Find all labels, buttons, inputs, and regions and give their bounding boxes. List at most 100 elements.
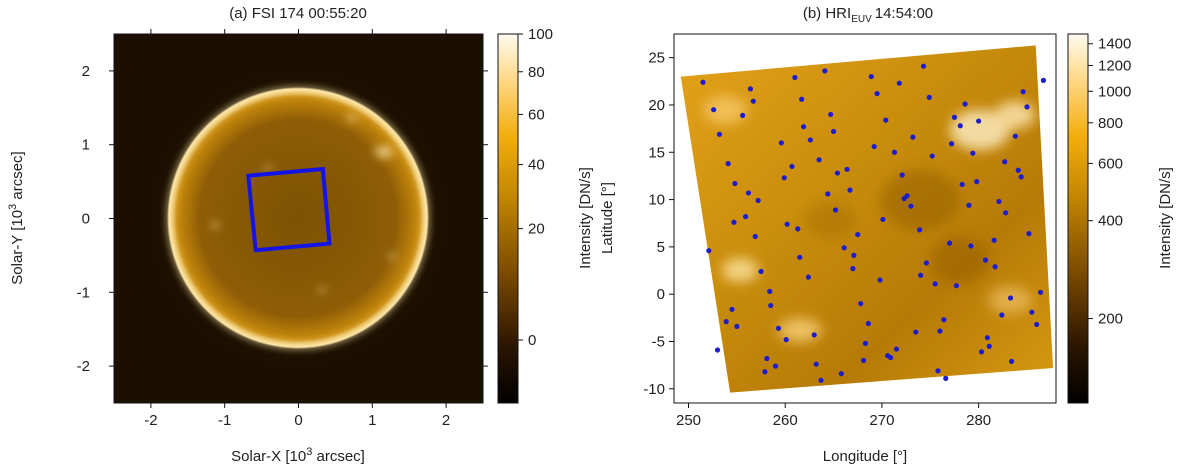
event-point bbox=[768, 302, 774, 309]
event-point bbox=[920, 63, 927, 69]
panel-b-ytick-label: -10 bbox=[643, 381, 665, 398]
event-point bbox=[795, 226, 801, 232]
panel-b-title-subscript: EUV bbox=[851, 14, 872, 25]
event-point bbox=[948, 141, 955, 147]
event-point bbox=[962, 101, 968, 107]
event-point bbox=[901, 196, 907, 202]
event-point bbox=[959, 181, 965, 188]
event-point bbox=[725, 161, 731, 167]
panel-b-ytick-label: 5 bbox=[657, 239, 665, 256]
event-point bbox=[716, 131, 723, 137]
panel-b-title-time: 14:54:00 bbox=[875, 5, 933, 22]
event-point bbox=[813, 361, 819, 367]
event-point bbox=[841, 245, 847, 251]
event-point bbox=[992, 264, 998, 270]
event-point bbox=[877, 277, 883, 283]
event-point bbox=[929, 153, 935, 159]
event-point bbox=[784, 221, 790, 227]
event-point bbox=[781, 175, 787, 181]
panel-b-colorbar-tick-label: 1400 bbox=[1098, 36, 1131, 53]
panel-b-colorbar-tick-label: 600 bbox=[1098, 155, 1123, 172]
event-point bbox=[844, 166, 850, 172]
panel-b-image bbox=[680, 45, 1054, 393]
event-point bbox=[792, 74, 798, 81]
event-point bbox=[1020, 89, 1026, 95]
event-point bbox=[871, 143, 877, 150]
event-point bbox=[855, 231, 861, 238]
event-point bbox=[847, 187, 853, 193]
panel-a-y-ticks: -2 -1 0 1 2 bbox=[77, 63, 488, 375]
event-point bbox=[732, 180, 738, 187]
panel-a-colorbar-ticks: 0 20 40 60 80 100 bbox=[518, 26, 553, 349]
event-point bbox=[923, 260, 930, 266]
event-point bbox=[1037, 289, 1044, 295]
panel-b-xlabel: Longitude [°] bbox=[823, 448, 907, 465]
event-point bbox=[742, 214, 749, 220]
panel-b-frame bbox=[673, 33, 1057, 404]
event-point bbox=[913, 329, 919, 335]
event-point bbox=[984, 335, 990, 341]
panel-b-title-main: (b) HRI bbox=[803, 5, 851, 22]
event-point bbox=[740, 112, 746, 118]
panel-a-xtick-label: 2 bbox=[442, 412, 450, 429]
event-point bbox=[893, 346, 900, 352]
event-point bbox=[797, 254, 803, 260]
panel-b-colorbar-tick-label: 800 bbox=[1098, 115, 1123, 132]
panel-b-ytick-label: 25 bbox=[648, 50, 665, 67]
event-point bbox=[891, 149, 898, 155]
event-point bbox=[1029, 309, 1035, 315]
panel-a-xtick-label: 1 bbox=[368, 412, 376, 429]
event-point bbox=[762, 369, 768, 375]
event-point bbox=[951, 114, 958, 120]
panel-b-colorbar-label: Intensity [DN/s] bbox=[1157, 167, 1174, 269]
event-point bbox=[935, 368, 941, 374]
event-point bbox=[1002, 159, 1008, 165]
panel-b-colorbar-tick-label: 400 bbox=[1098, 213, 1123, 230]
panel-a-xtick-label: 0 bbox=[294, 412, 302, 429]
panel-b-ylabel: Latitude [°] bbox=[599, 182, 616, 254]
panel-a-colorbar-label: Intensity [DN/s] bbox=[577, 167, 594, 269]
panel-b-ytick-label: 20 bbox=[648, 97, 665, 114]
event-point bbox=[932, 281, 938, 287]
event-point bbox=[729, 306, 735, 312]
event-point bbox=[953, 283, 959, 289]
event-point bbox=[1018, 174, 1024, 180]
event-point bbox=[832, 207, 839, 213]
panel-b-ytick-label: -5 bbox=[652, 334, 665, 351]
event-point bbox=[706, 248, 712, 254]
event-point bbox=[745, 190, 752, 196]
event-point bbox=[908, 203, 914, 209]
panel-a-ytick-label: 2 bbox=[82, 63, 90, 80]
event-point bbox=[775, 325, 782, 331]
event-point bbox=[1034, 321, 1040, 328]
panel-b-colorbar-tick-label: 1200 bbox=[1098, 58, 1131, 75]
panel-a-colorbar bbox=[497, 33, 519, 404]
event-point bbox=[991, 237, 997, 243]
event-point bbox=[783, 337, 789, 343]
panel-b-colorbar-ticks: 200 400 600 800 1000 1200 1400 bbox=[1088, 36, 1131, 328]
event-point bbox=[838, 371, 844, 377]
panel-a-solar-disk bbox=[167, 87, 429, 349]
event-point bbox=[986, 343, 992, 349]
event-point bbox=[918, 272, 924, 278]
event-point bbox=[1012, 133, 1018, 139]
event-point bbox=[747, 86, 754, 92]
event-point bbox=[750, 98, 756, 104]
event-point bbox=[805, 274, 812, 280]
panel-b-xtick-label: 280 bbox=[966, 412, 991, 429]
event-point bbox=[896, 80, 902, 86]
event-point bbox=[978, 349, 985, 355]
event-point bbox=[926, 94, 932, 100]
event-point bbox=[764, 355, 770, 362]
panel-b-y-ticks: -10 -5 0 5 10 15 20 25 bbox=[643, 50, 674, 398]
event-point bbox=[767, 288, 773, 294]
event-point bbox=[1024, 104, 1030, 110]
panel-a-colorbar-tick-label: 60 bbox=[528, 106, 545, 123]
event-point bbox=[858, 301, 864, 307]
event-point bbox=[1015, 167, 1021, 173]
panel-a-ytick-label: 0 bbox=[82, 211, 90, 228]
event-point bbox=[700, 79, 706, 85]
event-point bbox=[807, 137, 813, 143]
event-point bbox=[851, 252, 857, 258]
panel-b-ytick-label: 0 bbox=[657, 286, 665, 303]
